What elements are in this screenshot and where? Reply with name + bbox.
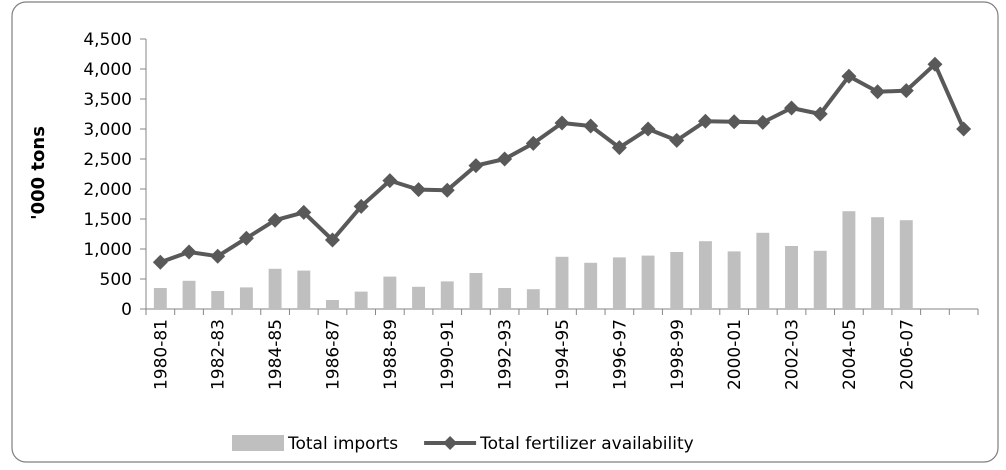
line-marker xyxy=(611,140,627,156)
x-tick-label: 2000-01 xyxy=(725,319,745,390)
line-marker xyxy=(353,198,369,214)
line-marker xyxy=(152,254,168,270)
line-marker xyxy=(640,121,656,137)
line-marker xyxy=(841,68,857,84)
bar xyxy=(756,232,770,309)
x-tick-label: 1992-93 xyxy=(496,319,516,390)
x-tick-label: 1980-81 xyxy=(151,319,171,390)
line-marker xyxy=(296,204,312,220)
bar xyxy=(412,286,426,309)
bar xyxy=(297,270,311,309)
bar xyxy=(612,257,626,309)
y-tick-label: 1,500 xyxy=(83,210,132,230)
bar xyxy=(239,287,253,309)
legend-swatch xyxy=(232,435,284,451)
line-marker xyxy=(525,135,541,151)
x-tick-label: 2006-07 xyxy=(897,319,917,390)
x-tick-label: 1986-87 xyxy=(323,319,343,390)
line-marker xyxy=(583,118,599,134)
legend-label: Total imports xyxy=(287,434,398,454)
line-marker xyxy=(669,132,685,148)
chart-frame xyxy=(11,1,999,463)
y-tick-label: 500 xyxy=(100,270,132,290)
line-marker xyxy=(870,84,886,100)
line-marker xyxy=(956,121,972,137)
legend-label: Total fertilizer availability xyxy=(479,434,694,454)
x-tick-label: 1988-89 xyxy=(381,319,401,390)
x-tick-label: 2004-05 xyxy=(840,319,860,390)
y-axis-title: '000 tons xyxy=(28,126,49,220)
bar xyxy=(326,300,339,309)
x-tick-label: 1996-97 xyxy=(610,319,630,390)
x-tick-label: 1984-85 xyxy=(266,319,286,390)
bar xyxy=(211,291,225,309)
line-marker xyxy=(812,106,828,122)
x-tick-label: 1990-91 xyxy=(438,319,458,390)
line-marker xyxy=(382,173,398,189)
bar xyxy=(469,273,483,309)
bar xyxy=(555,256,569,309)
bar xyxy=(641,255,655,309)
bar xyxy=(842,211,856,309)
bar xyxy=(871,217,885,309)
bar xyxy=(584,262,598,309)
bar xyxy=(383,276,397,309)
line-marker xyxy=(755,114,771,130)
y-tick-label: 2,000 xyxy=(83,180,132,200)
line-marker xyxy=(324,232,340,248)
x-tick-label: 2002-03 xyxy=(783,319,803,390)
y-tick-label: 4,500 xyxy=(83,30,132,50)
line-marker xyxy=(554,115,570,131)
line-marker xyxy=(411,182,427,198)
bar xyxy=(182,280,196,309)
line-marker xyxy=(726,114,742,130)
bar xyxy=(440,281,454,309)
line-marker xyxy=(267,212,283,228)
line-marker xyxy=(439,182,455,198)
x-tick-label: 1982-83 xyxy=(209,319,229,390)
y-tick-label: 2,500 xyxy=(83,150,132,170)
bar xyxy=(899,220,913,309)
bar xyxy=(153,288,167,309)
line-marker xyxy=(181,244,197,260)
line-marker xyxy=(927,56,943,72)
bar xyxy=(727,251,741,309)
line-marker xyxy=(210,248,226,264)
line-marker xyxy=(238,230,254,246)
bar xyxy=(498,288,512,309)
line-marker xyxy=(784,100,800,116)
x-tick-label: 1994-95 xyxy=(553,319,573,390)
line-marker xyxy=(497,151,513,167)
y-tick-label: 4,000 xyxy=(83,60,132,80)
line-marker xyxy=(898,83,914,99)
bar xyxy=(813,250,827,309)
line-marker xyxy=(697,113,713,129)
y-tick-label: 1,000 xyxy=(83,240,132,260)
bar xyxy=(268,268,282,309)
x-tick-label: 1998-99 xyxy=(668,319,688,390)
bar xyxy=(354,291,368,309)
bar xyxy=(526,289,540,309)
y-tick-label: 3,000 xyxy=(83,120,132,140)
legend-swatch xyxy=(443,436,458,450)
bar xyxy=(785,246,798,309)
y-tick-label: 3,500 xyxy=(83,90,132,110)
line-marker xyxy=(468,158,484,174)
bar xyxy=(670,252,684,309)
y-tick-label: 0 xyxy=(121,300,132,320)
bar xyxy=(698,241,712,309)
